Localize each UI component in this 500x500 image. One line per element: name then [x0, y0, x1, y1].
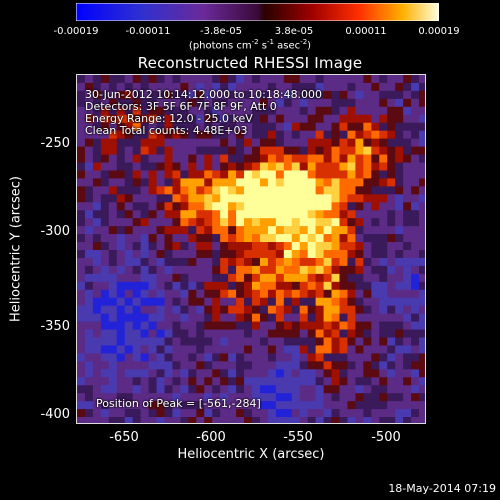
- x-tick-label: -650: [109, 430, 139, 445]
- y-tick-label: -250: [40, 136, 70, 151]
- x-tick-label: -550: [283, 430, 313, 445]
- energy-range-label: Energy Range: 12.0 - 25.0 keV: [85, 112, 253, 125]
- colorbar-units: (photons cm-2 s-1 asec-2): [0, 38, 500, 51]
- x-tick-label: -600: [196, 430, 226, 445]
- units-sup: -1: [267, 38, 274, 46]
- y-axis-label: Heliocentric Y (arcsec): [8, 176, 24, 322]
- detectors-label: Detectors: 3F 5F 6F 7F 8F 9F, Att 0: [85, 100, 277, 113]
- units-sup: -2: [300, 38, 308, 46]
- colorbar-tick: 0.00019: [418, 26, 460, 37]
- colorbar-tick: -3.8e-05: [200, 26, 242, 37]
- units-text: (photons cm: [188, 40, 252, 52]
- colorbar-tick: 0.00011: [345, 26, 387, 37]
- rhessi-image-plot: 30-Jun-2012 10:14:12.000 to 10:18:48.000…: [76, 74, 426, 424]
- time-range-label: 30-Jun-2012 10:14:12.000 to 10:18:48.000: [85, 88, 323, 101]
- colorbar-tick: -0.00011: [125, 26, 171, 37]
- y-tick-label: -400: [40, 407, 70, 422]
- units-text: ): [307, 40, 312, 52]
- rhessi-image-map: [77, 75, 425, 423]
- colorbar-gradient: [76, 3, 439, 21]
- colorbar-tick: -0.00019: [53, 26, 99, 37]
- timestamp: 18-May-2014 07:19: [388, 482, 496, 495]
- y-tick-label: -350: [40, 319, 70, 334]
- peak-position-label: Position of Peak = [-561,-284]: [96, 397, 261, 410]
- clean-counts-label: Clean Total counts: 4.48E+03: [85, 124, 248, 137]
- units-sup: -2: [251, 38, 259, 46]
- plot-title: Reconstructed RHESSI Image: [137, 54, 363, 72]
- colorbar-tick: 3.8e-05: [274, 26, 314, 37]
- units-text: s: [258, 40, 268, 52]
- units-text: asec: [274, 40, 301, 52]
- y-tick-label: -300: [40, 224, 70, 239]
- x-axis-label: Heliocentric X (arcsec): [177, 447, 325, 462]
- x-tick-label: -500: [371, 430, 401, 445]
